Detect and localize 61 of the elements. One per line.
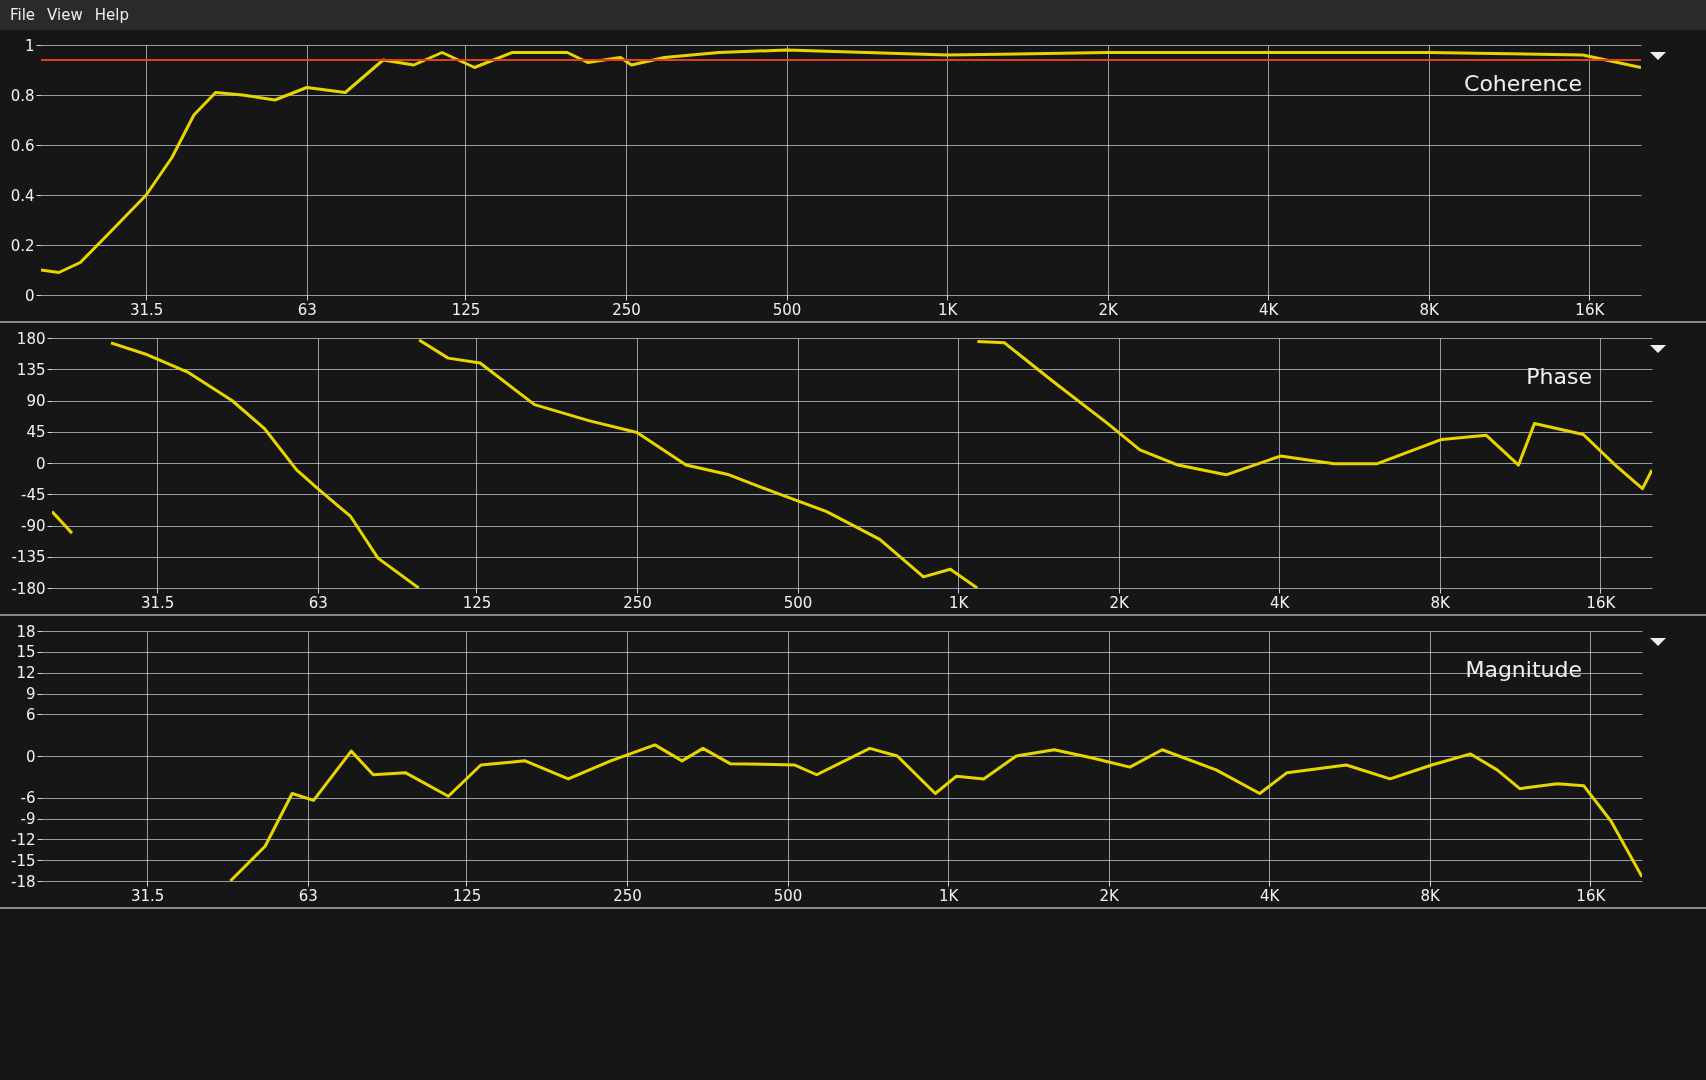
x-tick-label: 1K [938,886,960,905]
x-tick-label: 31.5 [130,300,164,319]
y-tick-label: -15 [11,851,36,870]
x-tick-label: 16K [1576,886,1607,905]
x-tick-label: 63 [308,593,328,612]
y-tick-label: 180 [16,329,46,348]
y-tick-label: 9 [25,685,36,703]
y-tick-label: -90 [21,517,46,535]
x-tick-label: 500 [773,886,803,905]
x-tick-label: 250 [623,593,652,612]
y-tick-label: 90 [26,392,46,410]
y-tick-label: -135 [11,548,46,567]
x-tick-label: 63 [297,300,317,319]
text: File [10,6,36,24]
y-tick-label: 135 [16,360,46,379]
x-tick-label: 1K [948,593,970,612]
x-tick-label: 125 [451,300,481,319]
x-tick-label: 8K [1420,886,1442,905]
y-tick-label: 0 [25,747,36,766]
y-tick-label: 0.2 [10,236,35,255]
x-tick-label: 2K [1098,300,1120,319]
x-tick-label: 8K [1430,593,1452,612]
y-tick-label: -18 [11,872,36,891]
y-tick-label: 45 [26,423,46,442]
x-tick-label: 125 [462,593,492,612]
x-tick-label: 125 [452,886,482,905]
x-tick-label: 500 [772,300,802,319]
x-tick-label: 31.5 [131,886,165,905]
y-tick-label: 0.4 [10,186,35,205]
x-tick-label: 1K [937,300,959,319]
y-tick-label: -12 [11,830,36,849]
x-tick-label: 4K [1260,886,1281,905]
x-tick-label: 4K [1270,593,1291,612]
y-tick-label: 18 [16,622,36,641]
y-tick-label: 0.6 [10,136,35,155]
text: Phase [1526,364,1592,389]
x-tick-label: 16K [1586,593,1617,612]
x-tick-label: 4K [1259,300,1280,319]
x-tick-label: 250 [612,300,641,319]
x-tick-label: 8K [1419,300,1441,319]
x-tick-label: 2K [1099,886,1121,905]
y-tick-label: -9 [20,810,36,828]
text: Coherence [1464,71,1582,96]
x-tick-label: 16K [1575,300,1606,319]
y-tick-label: 12 [16,664,36,683]
x-tick-label: 250 [613,886,642,905]
y-tick-label: 0 [35,454,46,473]
x-tick-label: 500 [783,593,813,612]
x-tick-label: 2K [1109,593,1131,612]
y-tick-label: 15 [16,643,36,662]
x-tick-label: 31.5 [141,593,175,612]
y-tick-label: 1 [24,36,35,55]
text: Help [94,6,129,24]
x-tick-label: 63 [298,886,318,905]
y-tick-label: -6 [20,789,36,808]
y-tick-label: 6 [25,705,36,724]
y-tick-label: -45 [21,485,46,504]
text: View [47,6,83,24]
y-tick-label: 0.8 [10,86,35,105]
y-tick-label: 0 [24,286,35,305]
y-tick-label: -180 [11,579,46,598]
